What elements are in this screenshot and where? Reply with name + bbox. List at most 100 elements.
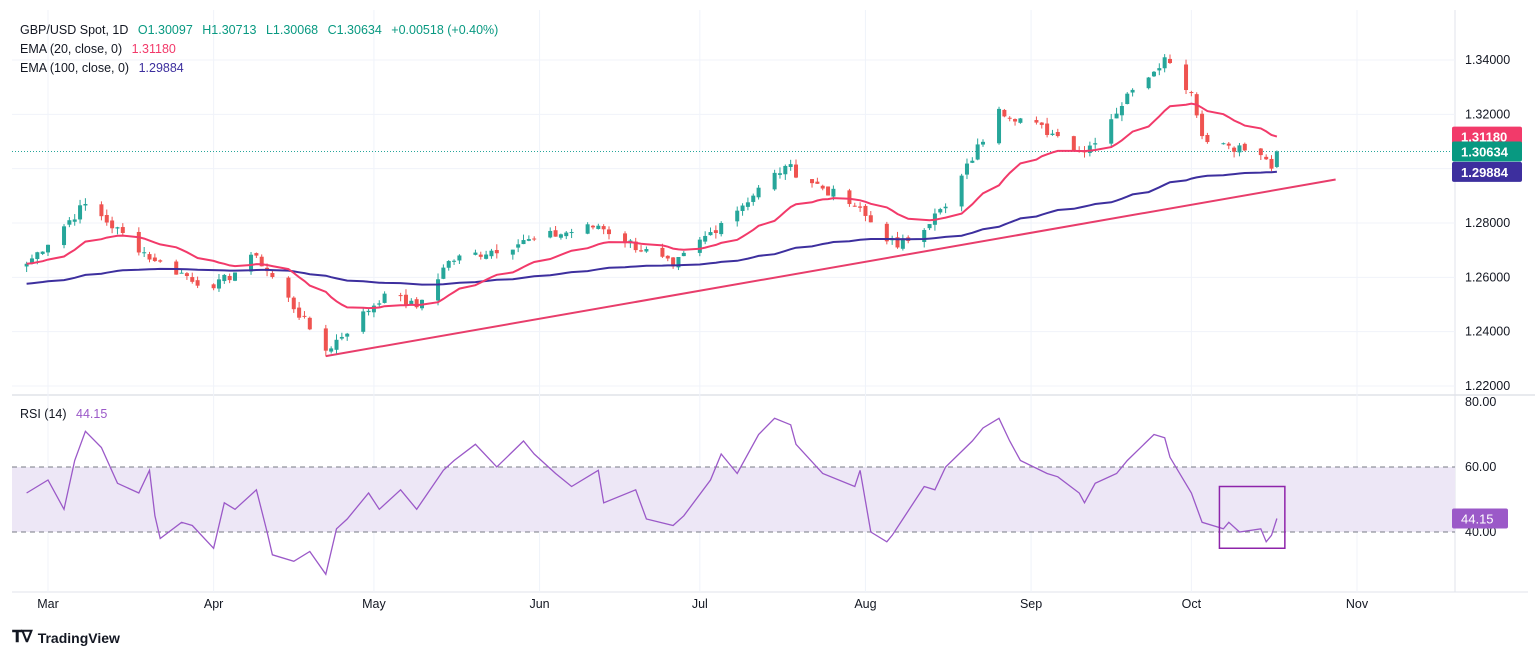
candle-body xyxy=(1162,57,1167,69)
candle-body xyxy=(1114,113,1119,119)
candle-body xyxy=(1242,143,1247,151)
candle-body xyxy=(259,256,264,267)
candle xyxy=(1125,92,1130,105)
candle-body xyxy=(371,305,376,313)
candle-body xyxy=(99,204,104,217)
candle xyxy=(1151,70,1156,78)
ema100-legend[interactable]: EMA (100, close, 0) 1.29884 xyxy=(20,59,190,77)
candle-body xyxy=(190,277,195,282)
candle-body xyxy=(1258,148,1263,156)
candle-body xyxy=(772,172,777,190)
candle xyxy=(1130,88,1135,97)
candle-body xyxy=(1087,145,1092,153)
candle xyxy=(1146,76,1151,90)
candle xyxy=(639,245,644,253)
time-tick-label: Jun xyxy=(529,597,549,611)
candle-body xyxy=(302,315,307,317)
candle xyxy=(110,216,115,234)
time-tick-label: Apr xyxy=(204,597,223,611)
rsi-legend[interactable]: RSI (14) 44.15 xyxy=(20,405,113,423)
candle xyxy=(441,264,446,280)
candle xyxy=(735,206,740,227)
candle xyxy=(457,254,462,264)
candle-body xyxy=(361,311,366,332)
candle-body xyxy=(334,339,339,350)
candle xyxy=(868,211,873,223)
candle xyxy=(83,198,88,211)
candle xyxy=(414,297,419,309)
tradingview-logo[interactable]: 𝐓∇ TradingView xyxy=(12,629,120,647)
candle-body xyxy=(606,229,612,235)
candle-body xyxy=(1167,58,1173,63)
candle xyxy=(623,231,628,248)
ema20-value: 1.31180 xyxy=(131,42,176,56)
candle-body xyxy=(756,187,761,198)
candle-body xyxy=(1232,147,1237,152)
candle xyxy=(115,226,120,235)
candle xyxy=(793,159,799,179)
candle-body xyxy=(783,165,788,175)
candle-body xyxy=(45,244,51,253)
candle xyxy=(516,239,521,253)
candle-body xyxy=(1093,143,1098,145)
candle-body xyxy=(510,249,515,255)
candle xyxy=(633,237,638,253)
candle xyxy=(254,252,259,259)
trendline-layer xyxy=(325,178,1336,358)
ema20-legend[interactable]: EMA (20, close, 0) 1.31180 xyxy=(20,40,182,58)
candle-body xyxy=(938,209,943,213)
candle-body xyxy=(1045,123,1050,135)
candle xyxy=(1109,113,1114,148)
candle-body xyxy=(1050,133,1055,135)
candle xyxy=(510,249,515,260)
candle xyxy=(195,276,200,289)
candle xyxy=(291,296,296,313)
candle-body xyxy=(409,300,414,305)
candle xyxy=(1002,108,1007,118)
candle xyxy=(446,260,451,271)
candle xyxy=(820,184,825,191)
candle xyxy=(158,259,163,263)
candle xyxy=(489,248,494,259)
candle-body xyxy=(1237,145,1242,153)
ema20-line xyxy=(26,102,1278,310)
candle-body xyxy=(713,230,718,234)
candle xyxy=(382,291,387,304)
candle-body xyxy=(820,185,825,189)
candle-body xyxy=(457,255,462,261)
candle xyxy=(334,334,339,354)
candle-body xyxy=(697,239,702,253)
candle xyxy=(890,235,895,245)
ohlc-change: +0.00518 (+0.40%) xyxy=(391,23,499,37)
candle-body xyxy=(489,250,494,257)
candle xyxy=(772,169,777,191)
time-tick-label: May xyxy=(362,597,386,611)
candle-body xyxy=(959,175,964,207)
candle-body xyxy=(671,257,676,267)
candle xyxy=(120,223,125,236)
candle-body xyxy=(147,254,152,260)
price-tick-label: 1.34000 xyxy=(1465,53,1510,67)
candle xyxy=(1205,132,1210,144)
candle-body xyxy=(596,225,601,229)
candle-body xyxy=(623,233,628,244)
candle xyxy=(286,276,291,302)
time-tick-label: Mar xyxy=(37,597,59,611)
candle xyxy=(852,202,857,207)
candle-body xyxy=(676,256,681,268)
candle xyxy=(665,255,670,262)
candle-body xyxy=(254,253,259,256)
price-tick-label: 1.22000 xyxy=(1465,379,1510,393)
candle-body xyxy=(1013,119,1018,122)
candle xyxy=(361,307,366,334)
candle xyxy=(1045,117,1050,138)
candle-body xyxy=(516,244,521,248)
candle-body xyxy=(745,202,750,207)
brand-label: TradingView xyxy=(37,630,120,646)
candle xyxy=(521,234,526,245)
candle-body xyxy=(120,227,125,233)
candle xyxy=(72,214,77,226)
candle-body xyxy=(216,279,221,289)
